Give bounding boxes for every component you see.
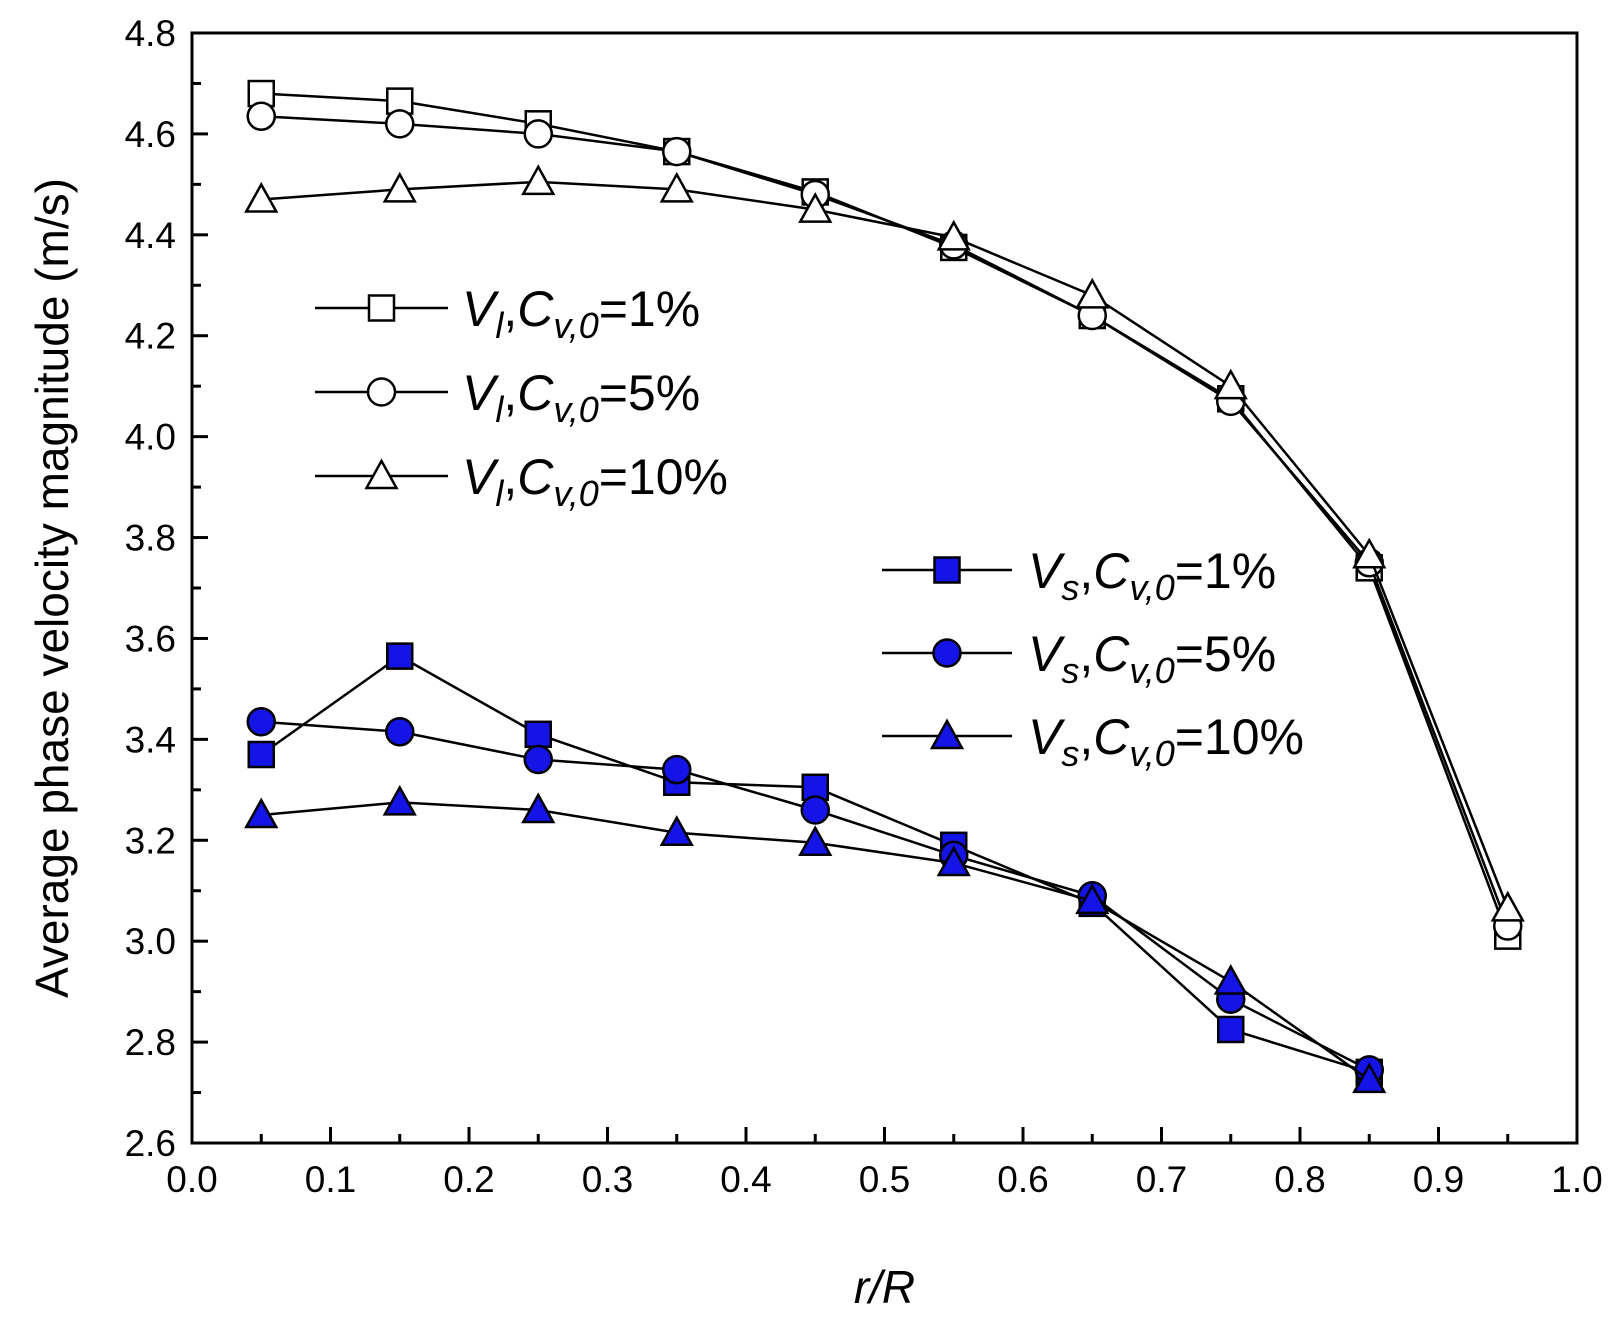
legend-label: Vl,Cv,0=10% — [462, 449, 728, 514]
y-tick-label: 4.8 — [125, 13, 176, 54]
data-point-circle — [523, 744, 553, 775]
legend-layer: Vl,Cv,0=1% Vl,Cv,0=5% Vl,Cv,0=10% Vs,Cv,0=1… — [315, 281, 1304, 774]
y-tick-label: 4.6 — [125, 114, 176, 155]
x-tick-label: 0.7 — [1136, 1159, 1187, 1200]
data-point-triangle — [1075, 883, 1110, 915]
y-tick-label: 3.2 — [125, 820, 176, 861]
data-point-triangle — [659, 815, 694, 846]
series-line — [261, 180, 1509, 909]
legend-entry: Vs,Cv,0=10% — [882, 709, 1304, 774]
data-point-square — [801, 773, 829, 802]
data-point-square — [1217, 1015, 1245, 1044]
y-tick-label: 3.6 — [125, 618, 176, 659]
legend-label: Vl,Cv,0=1% — [462, 281, 700, 346]
x-tick-label: 0.5 — [859, 1159, 910, 1200]
legend-marker-square — [933, 556, 961, 584]
data-point-triangle — [244, 797, 279, 829]
data-point-circle — [800, 795, 830, 825]
data-point-circle — [385, 109, 415, 139]
legend-entry: Vl,Cv,0=1% — [315, 281, 700, 346]
data-point-triangle — [1352, 537, 1387, 569]
series-3 — [244, 164, 1525, 922]
series-layer — [244, 79, 1525, 1094]
data-point-triangle — [521, 792, 556, 824]
y-tick-label: 3.4 — [125, 719, 176, 760]
legend-label: Vs,Cv,0=5% — [1028, 626, 1276, 691]
legend-marker-triangle — [364, 458, 399, 490]
data-point-triangle — [936, 219, 971, 251]
plot-frame — [190, 31, 1579, 1145]
data-point-square — [386, 642, 414, 670]
data-point-circle — [662, 754, 692, 785]
data-point-triangle — [798, 192, 833, 223]
data-point-circle — [246, 706, 276, 737]
data-point-circle — [385, 717, 415, 747]
x-axis-title: r/R — [854, 1261, 915, 1313]
x-tick-label: 0.6 — [997, 1159, 1048, 1200]
y-tick-label: 4.0 — [125, 417, 176, 458]
legend-marker-circle — [366, 377, 397, 407]
data-point-triangle — [659, 171, 694, 203]
legend-entry: Vs,Cv,0=1% — [882, 543, 1276, 608]
data-point-triangle — [521, 164, 556, 196]
x-tick-label: 0.8 — [1274, 1159, 1325, 1200]
legend-label: Vs,Cv,0=10% — [1028, 709, 1304, 774]
data-point-triangle — [382, 171, 417, 203]
series-6 — [244, 784, 1387, 1094]
data-point-square — [247, 740, 275, 769]
labels-layer: 0.0 0.1 0.2 0.3 0.4 0.5 0.6 0.7 0.8 0.9 1.0 2.6 2.8 3… — [125, 13, 1603, 1200]
legend-marker-triangle — [929, 718, 965, 750]
data-point-triangle — [1213, 963, 1248, 995]
legend-entry: Vl,Cv,0=5% — [315, 365, 700, 430]
legend-label: Vl,Cv,0=5% — [462, 365, 700, 430]
data-point-triangle — [244, 181, 279, 213]
data-point-triangle — [936, 845, 971, 877]
data-point-circle — [662, 136, 692, 167]
data-point-triangle — [1213, 368, 1248, 400]
legend-entry: Vs,Cv,0=5% — [882, 626, 1276, 691]
series-line — [261, 115, 1509, 927]
data-point-triangle — [382, 784, 417, 816]
data-point-square — [524, 720, 552, 749]
data-point-circle — [246, 101, 276, 131]
y-tick-label: 3.8 — [125, 518, 176, 559]
y-tick-label: 3.0 — [125, 921, 176, 962]
data-point-triangle — [1075, 277, 1110, 309]
x-tick-label: 0.0 — [166, 1159, 217, 1200]
legend-marker-circle — [932, 638, 962, 668]
x-tick-label: 0.9 — [1413, 1159, 1464, 1200]
y-tick-label: 2.8 — [125, 1022, 176, 1063]
data-point-circle — [523, 119, 553, 149]
data-point-triangle — [798, 825, 833, 857]
x-tick-label: 0.1 — [305, 1159, 356, 1200]
y-tick-label: 2.6 — [125, 1123, 176, 1164]
legend-marker-square — [367, 294, 396, 322]
y-axis-title: Average phase velocity magnitude (m/s) — [26, 178, 78, 998]
x-tick-label: 0.4 — [720, 1159, 771, 1200]
legend-entry: Vl,Cv,0=10% — [315, 449, 728, 514]
data-point-triangle — [1352, 1062, 1387, 1094]
y-tick-label: 4.4 — [125, 215, 176, 256]
x-tick-label: 1.0 — [1551, 1159, 1602, 1200]
data-point-triangle — [1490, 890, 1525, 922]
legend-label: Vs,Cv,0=1% — [1028, 543, 1276, 608]
x-tick-label: 0.2 — [443, 1159, 494, 1200]
x-tick-label: 0.3 — [582, 1159, 633, 1200]
y-tick-label: 4.2 — [125, 316, 176, 357]
